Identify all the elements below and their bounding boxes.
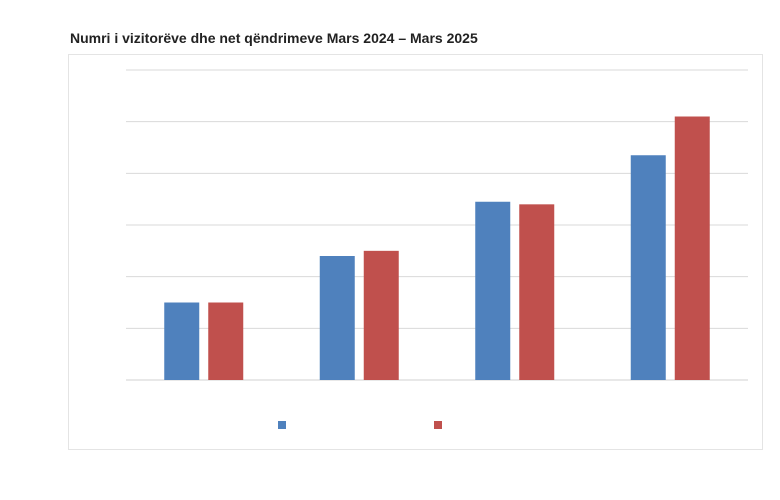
bar-series-1-group-1 [164,302,200,380]
bar-series-1-group-4 [630,155,666,380]
legend-swatch-series-2 [434,421,442,429]
bar-series-2-group-4 [674,116,710,380]
bar-series-2-group-2 [363,250,399,380]
bar-series-1-group-3 [475,201,511,380]
bar-series-2-group-3 [519,204,555,380]
bar-series-1-group-2 [319,256,355,380]
legend-swatch-series-1 [278,421,286,429]
bar-series-2-group-1 [208,302,244,380]
chart-title: Numri i vizitorëve dhe net qëndrimeve Ma… [70,30,478,46]
